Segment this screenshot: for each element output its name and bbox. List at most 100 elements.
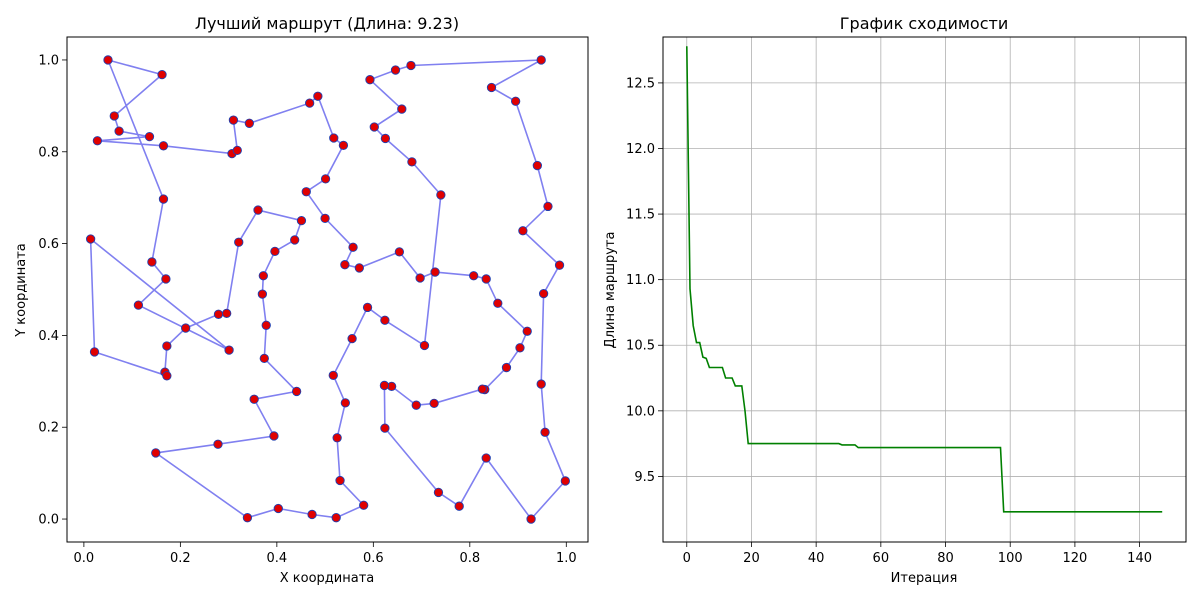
city-point bbox=[273, 503, 283, 514]
city-point bbox=[329, 133, 339, 143]
city-point bbox=[158, 141, 169, 151]
y-tick-label: 0.8 bbox=[38, 145, 59, 160]
city-point bbox=[114, 126, 124, 136]
x-tick-label: 0.8 bbox=[459, 551, 480, 566]
city-point bbox=[307, 509, 317, 520]
x-tick-label: 120 bbox=[1062, 551, 1087, 566]
city-point bbox=[454, 501, 464, 511]
city-point bbox=[379, 380, 390, 391]
city-point bbox=[291, 386, 302, 397]
y-tick-label: 9.5 bbox=[634, 470, 655, 485]
y-tick-label: 11.0 bbox=[626, 273, 655, 288]
city-point bbox=[338, 140, 349, 150]
city-point bbox=[369, 122, 379, 132]
city-point bbox=[305, 98, 315, 108]
city-point bbox=[340, 260, 350, 270]
route-chart: Лучший маршрут (Длина: 9.23) 0.0 0.2 0.4 0.… bbox=[14, 14, 589, 586]
x-tick-label: 1.0 bbox=[556, 551, 577, 566]
city-point bbox=[433, 487, 444, 498]
city-point bbox=[429, 398, 439, 409]
city-point bbox=[228, 115, 239, 125]
city-point bbox=[347, 333, 357, 344]
city-point bbox=[222, 308, 232, 319]
city-point bbox=[157, 69, 167, 80]
city-point bbox=[554, 260, 565, 270]
y-tick-label: 10.0 bbox=[626, 404, 655, 419]
city-point bbox=[109, 111, 119, 121]
y-tick-label: 12.0 bbox=[626, 142, 655, 157]
convergence-axes-frame bbox=[662, 36, 1187, 543]
route-x-ticks: 0.0 0.2 0.4 0.6 0.8 1.0 bbox=[74, 542, 577, 566]
y-tick-label: 0.6 bbox=[38, 237, 59, 252]
city-point bbox=[394, 247, 405, 257]
route-plot-area bbox=[85, 55, 570, 524]
city-point bbox=[244, 118, 255, 128]
city-point bbox=[213, 309, 224, 319]
city-point bbox=[270, 246, 280, 257]
city-point bbox=[158, 194, 169, 204]
x-tick-label: 0.4 bbox=[267, 551, 288, 566]
city-point bbox=[362, 302, 373, 313]
convergence-grid bbox=[663, 37, 1186, 542]
convergence-chart: График сходимости 0 20 40 60 80 100 120 140 9.5… bbox=[603, 14, 1187, 586]
city-point bbox=[313, 91, 323, 101]
city-point bbox=[259, 353, 269, 364]
city-point bbox=[501, 362, 512, 373]
x-tick-label: 0 bbox=[683, 551, 691, 566]
city-point bbox=[92, 136, 103, 146]
x-tick-label: 20 bbox=[743, 551, 760, 566]
city-point bbox=[258, 271, 268, 281]
x-tick-label: 140 bbox=[1127, 551, 1152, 566]
city-point bbox=[269, 431, 279, 441]
city-point bbox=[242, 513, 253, 523]
city-point bbox=[301, 187, 311, 197]
convergence-x-axis-label: Итерация bbox=[891, 571, 958, 586]
city-point bbox=[540, 427, 550, 437]
city-point bbox=[526, 514, 536, 524]
city-point bbox=[380, 423, 390, 433]
city-point bbox=[380, 315, 390, 325]
y-tick-label: 12.5 bbox=[626, 76, 655, 91]
x-tick-label: 100 bbox=[998, 551, 1023, 566]
city-point bbox=[89, 347, 100, 357]
route-axes-frame bbox=[66, 36, 589, 543]
x-tick-label: 0.2 bbox=[170, 551, 191, 566]
city-point bbox=[407, 157, 417, 167]
city-point bbox=[103, 55, 113, 65]
y-tick-label: 1.0 bbox=[38, 53, 59, 68]
city-point bbox=[213, 439, 223, 449]
city-point bbox=[331, 513, 341, 523]
convergence-line bbox=[686, 46, 1163, 513]
city-point bbox=[359, 500, 369, 510]
route-y-ticks: 0.0 0.2 0.4 0.6 0.8 1.0 bbox=[38, 53, 67, 528]
city-point bbox=[518, 226, 528, 236]
city-point bbox=[162, 371, 172, 381]
city-point bbox=[354, 263, 364, 273]
y-tick-label: 10.5 bbox=[626, 339, 655, 354]
city-point bbox=[261, 320, 271, 330]
city-point bbox=[332, 433, 342, 443]
city-point bbox=[224, 345, 234, 355]
city-point bbox=[486, 82, 497, 93]
city-point bbox=[320, 174, 331, 184]
city-point bbox=[290, 235, 300, 245]
route-x-axis-label: X координата bbox=[280, 571, 375, 586]
convergence-chart-title: График сходимости bbox=[840, 14, 1008, 33]
city-point bbox=[430, 267, 440, 277]
city-point bbox=[560, 476, 570, 486]
city-point bbox=[436, 190, 446, 200]
city-point bbox=[481, 274, 491, 284]
city-point bbox=[181, 323, 191, 333]
x-tick-label: 40 bbox=[808, 551, 825, 566]
city-point bbox=[493, 298, 503, 308]
y-tick-label: 0.0 bbox=[38, 513, 59, 528]
city-point bbox=[253, 205, 263, 215]
city-point bbox=[320, 213, 330, 223]
city-point bbox=[411, 400, 421, 410]
city-point bbox=[161, 274, 171, 284]
city-point bbox=[365, 75, 375, 85]
city-point bbox=[144, 131, 155, 142]
city-point bbox=[296, 215, 307, 226]
